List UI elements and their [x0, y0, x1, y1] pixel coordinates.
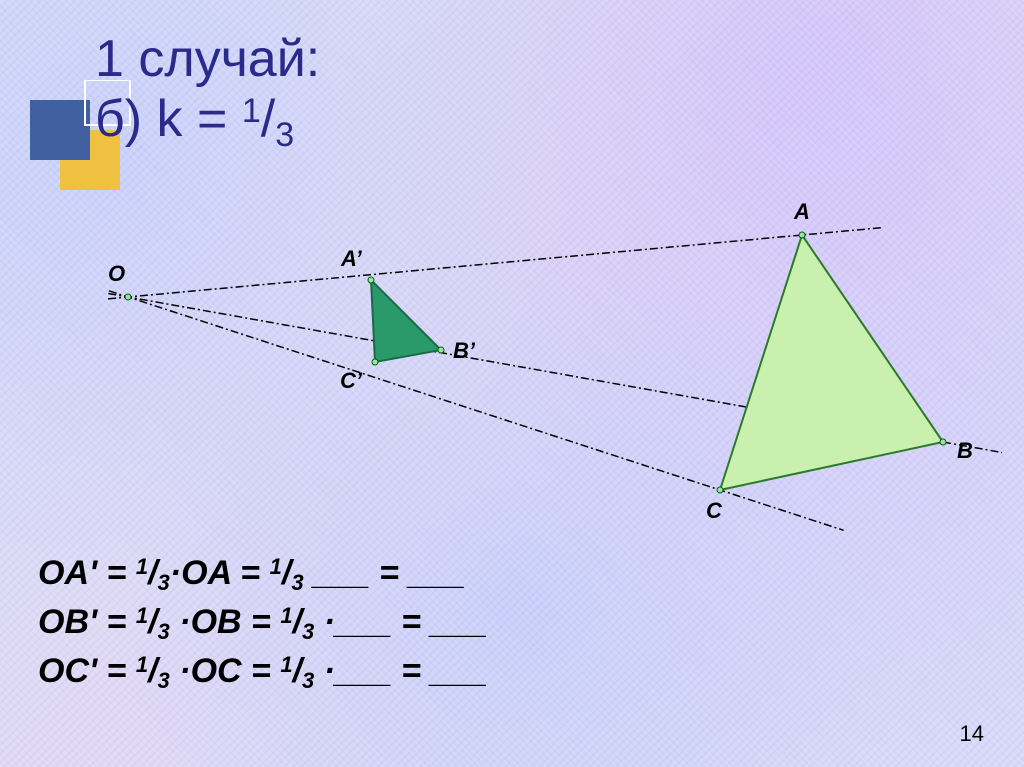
point-Ap — [368, 277, 374, 283]
point-O — [125, 294, 131, 300]
label-Bp: B’ — [453, 338, 475, 364]
equation-OB: OB' = 1/3 ·OB = 1/3 ·___ = ___ — [38, 599, 487, 648]
triangle-ApBpCp — [371, 280, 441, 362]
label-B: B — [957, 438, 973, 464]
label-O: O — [108, 261, 125, 287]
point-Bp — [438, 347, 444, 353]
label-C: C — [706, 498, 722, 524]
equation-OA: OA' = 1/3·OA = 1/3 ___ = ___ — [38, 550, 487, 599]
point-A — [799, 232, 805, 238]
point-B — [940, 439, 946, 445]
equations-block: OA' = 1/3·OA = 1/3 ___ = ___ OB' = 1/3 ·… — [38, 550, 487, 696]
ray-OC — [109, 291, 844, 530]
slide: 1 случай: б) k = 1/3 OA’B’C’ABC OA' = 1/… — [0, 0, 1024, 767]
point-Cp — [372, 359, 378, 365]
label-Cp: C’ — [340, 368, 362, 394]
equation-OC: OC' = 1/3 ·OC = 1/3 ·___ = ___ — [38, 648, 487, 697]
triangle-ABC — [720, 235, 943, 490]
point-C — [717, 487, 723, 493]
label-A: A — [794, 199, 810, 225]
ray-OA — [108, 228, 882, 299]
label-Ap: A’ — [341, 246, 362, 272]
slide-number: 14 — [960, 721, 984, 747]
